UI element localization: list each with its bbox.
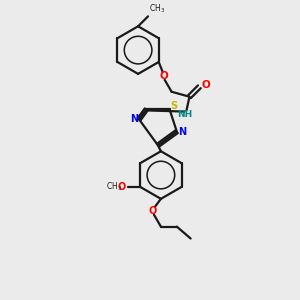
Text: CH$_3$: CH$_3$ <box>149 3 165 15</box>
Text: S: S <box>170 101 177 111</box>
Text: N: N <box>178 127 186 136</box>
Text: N: N <box>130 114 138 124</box>
Text: CH$_3$: CH$_3$ <box>106 181 123 193</box>
Text: O: O <box>159 71 168 81</box>
Text: O: O <box>201 80 210 90</box>
Text: O: O <box>149 206 157 216</box>
Text: O: O <box>117 182 125 192</box>
Text: NH: NH <box>177 110 192 119</box>
